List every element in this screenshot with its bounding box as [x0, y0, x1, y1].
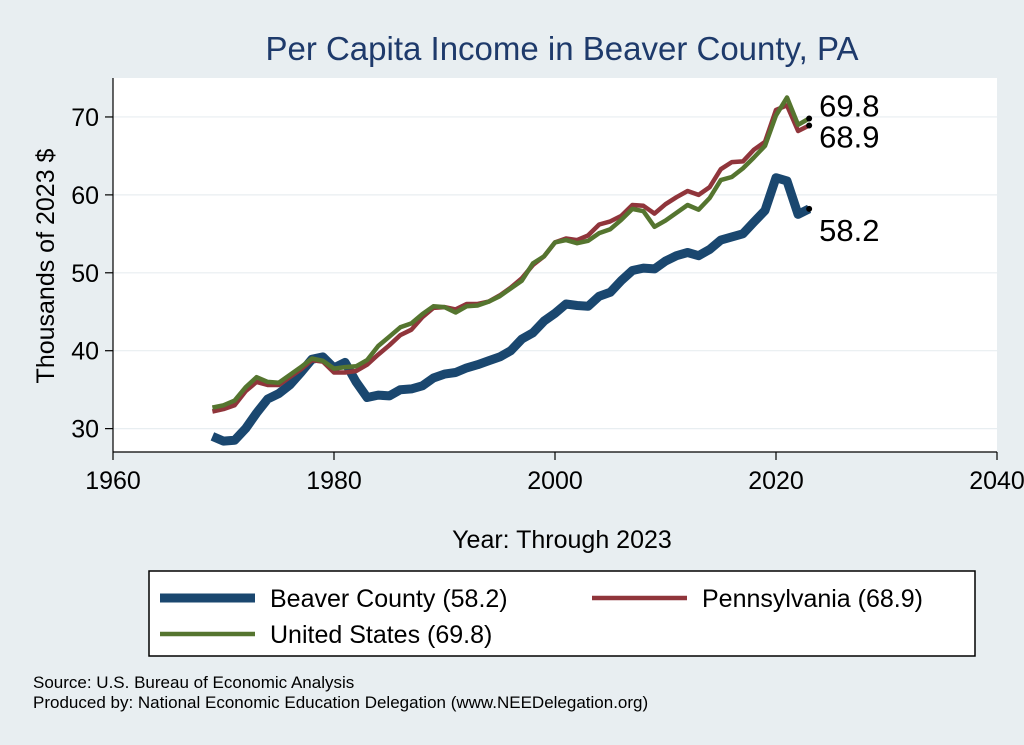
y-tick-label: 50 [71, 260, 99, 288]
plot-area [113, 78, 997, 452]
produced-by-note: Produced by: National Economic Education… [33, 693, 648, 712]
end-value-label: 68.9 [819, 120, 879, 155]
y-tick-label: 30 [71, 416, 99, 444]
x-tick-label: 2000 [527, 467, 583, 495]
chart-title: Per Capita Income in Beaver County, PA [265, 30, 858, 67]
y-tick-label: 60 [71, 182, 99, 210]
source-note: Source: U.S. Bureau of Economic Analysis [33, 673, 354, 692]
gridlines [113, 116, 997, 430]
x-tick-label: 2020 [748, 467, 804, 495]
legend-label: Pennsylvania (68.9) [702, 585, 923, 613]
y-axis-title: Thousands of 2023 $ [32, 148, 60, 383]
y-tick-label: 40 [71, 338, 99, 366]
legend-label: Beaver County (58.2) [270, 585, 508, 613]
end-value-label: 69.8 [819, 89, 879, 124]
legend: Beaver County (58.2) Pennsylvania (68.9) U… [148, 570, 976, 657]
end-value-label: 58.2 [819, 213, 879, 248]
x-tick-label: 1980 [306, 467, 362, 495]
end-marker [806, 122, 813, 129]
x-axis-title: Year: Through 2023 [452, 526, 672, 554]
end-marker [806, 115, 813, 122]
end-marker [806, 205, 813, 212]
end-labels: 58.2 68.969.8 [806, 89, 879, 248]
x-tick-label: 2040 [969, 467, 1024, 495]
series-line-2 [211, 95, 811, 410]
y-tick-label: 70 [71, 104, 99, 132]
x-tick-label: 1960 [85, 467, 141, 495]
series-group [210, 95, 812, 446]
axes: 30 40 50 60 70 1960 1980 2000 2020 2040 [71, 78, 1024, 495]
legend-box [148, 570, 976, 657]
legend-label: United States (69.8) [270, 621, 492, 649]
